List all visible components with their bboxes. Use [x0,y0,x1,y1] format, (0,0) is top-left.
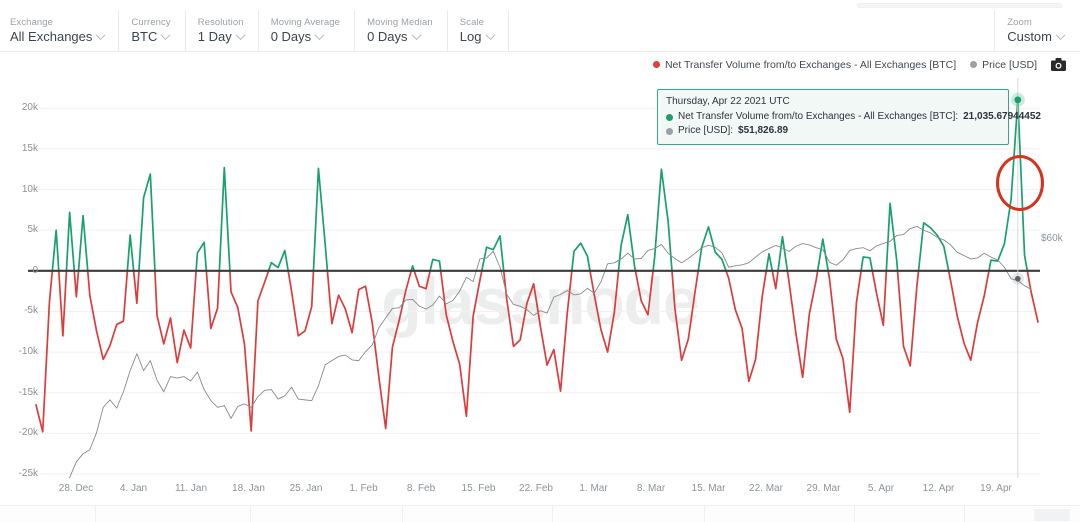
tooltip-dot-price [666,127,673,135]
toolbar-spacer [509,10,996,51]
chart-canvas [28,78,1040,478]
toolbar-value-currency: BTC [131,29,158,44]
x-tick: 19. Apr [980,483,1012,494]
toolbar-value-moving-median: 0 Days [367,29,408,44]
toolbar-value-zoom: Custom [1007,29,1052,44]
chevron-down-icon [95,30,106,41]
chevron-down-icon [485,30,495,41]
x-tick: 29. Mar [806,483,841,494]
toolbar-value-scale: Log [459,29,482,44]
y-tick-left: -20k [18,427,38,439]
toolbar-group-zoom[interactable]: Zoom Custom [995,10,1080,51]
legend-dot-price [970,61,978,68]
y-tick-left: -25k [18,468,38,479]
tooltip-value-price: $51,826.89 [738,125,789,136]
toolbar-label-currency: Currency [131,17,171,28]
toolbar-value-resolution: 1 Day [197,29,232,44]
toolbar-label-moving-average: Moving Average [270,17,341,28]
x-tick: 12. Apr [922,483,955,494]
toolbar-group-resolution[interactable]: Resolution 1 Day [186,10,259,51]
x-tick: 8. Feb [406,483,436,494]
x-tick: 18. Jan [232,483,265,494]
x-tick: 1. Mar [579,483,608,494]
y-tick-left: -5k [24,305,38,317]
legend-item-price[interactable]: Price [USD] [970,59,1037,71]
toolbar-value-moving-average: 0 Days [270,29,312,44]
tooltip-row-price: Price [USD]: $51,826.89 [666,124,1000,138]
y-tick-left: 15k [21,142,38,154]
y-tick-right: $60k [1041,233,1063,245]
x-tick: 4. Jan [119,483,148,494]
bottom-thumbnail [1034,509,1070,521]
toolbar-label-scale: Scale [459,17,485,28]
tooltip-dot-net-transfer-volume [666,113,673,121]
tooltip-row-net-transfer-volume: Net Transfer Volume from/to Exchanges - … [666,110,1041,124]
chart-legend: Net Transfer Volume from/to Exchanges - … [652,58,1066,71]
x-tick: 15. Feb [461,483,496,494]
x-tick: 1. Feb [349,483,378,494]
y-tick-left: 5k [27,224,38,236]
tooltip-date: Thursday, Apr 22 2021 UTC [666,96,790,107]
tooltip-label-price: Price [USD]: [678,125,734,136]
bottom-ghost-strip [0,505,1080,522]
chevron-down-icon [314,30,325,41]
tooltip-label-net-transfer-volume: Net Transfer Volume from/to Exchanges - … [678,111,959,122]
legend-label-net-transfer-volume: Net Transfer Volume from/to Exchanges - … [664,58,957,71]
y-tick-left: 10k [21,183,38,195]
tooltip-value-net-transfer-volume: 21,035.67944452 [963,111,1041,122]
top-strip [0,0,1080,10]
toolbar-label-zoom: Zoom [1007,17,1032,28]
toolbar-value-exchange: All Exchanges [10,29,93,44]
x-tick: 11. Jan [174,483,208,494]
chevron-down-icon [160,30,171,41]
y-tick-left: -15k [18,386,38,398]
x-tick: 22. Mar [749,483,783,494]
toolbar-label-moving-median: Moving Median [367,17,433,28]
chevron-down-icon [235,30,246,41]
toolbar-group-exchange[interactable]: Exchange All Exchanges [0,10,120,51]
legend-item-net-transfer-volume[interactable]: Net Transfer Volume from/to Exchanges - … [652,58,957,71]
chart-toolbar: Exchange All Exchanges Currency BTC Reso… [0,10,1080,52]
chart-tooltip: Thursday, Apr 22 2021 UTC Net Transfer V… [657,89,1041,145]
y-tick-left: -10k [18,346,38,358]
chevron-down-icon [411,30,421,41]
legend-dot-net-transfer-volume [652,61,660,68]
x-tick: 5. Apr [867,483,895,494]
chart-area[interactable]: glassnode 20k 15k 10k 5k 0 -5k -10k -15k -20k -25… [0,78,1080,479]
y-tick-left: 0 [32,264,38,276]
toolbar-group-scale[interactable]: Scale Log [448,10,509,51]
camera-icon[interactable] [1051,58,1066,71]
toolbar-group-currency[interactable]: Currency BTC [119,10,186,51]
toolbar-group-moving-average[interactable]: Moving Average 0 Days [259,10,356,51]
x-axis: 28. Dec 4. Jan 11. Jan 18. Jan 25. Jan 1. Feb… [0,483,1080,499]
toolbar-label-resolution: Resolution [197,17,244,28]
toolbar-group-moving-median[interactable]: Moving Median 0 Days [355,10,448,51]
x-tick: 28. Dec [58,483,94,494]
toolbar-label-exchange: Exchange [10,17,54,28]
x-tick: 25. Jan [289,483,323,494]
top-ghost-bar [857,3,1062,8]
x-tick: 15. Mar [691,483,726,494]
x-tick: 8. Mar [636,483,666,494]
chevron-down-icon [1055,30,1066,41]
legend-label-price: Price [USD] [982,58,1037,71]
x-tick: 22. Feb [519,483,553,494]
y-tick-left: 20k [21,102,38,114]
